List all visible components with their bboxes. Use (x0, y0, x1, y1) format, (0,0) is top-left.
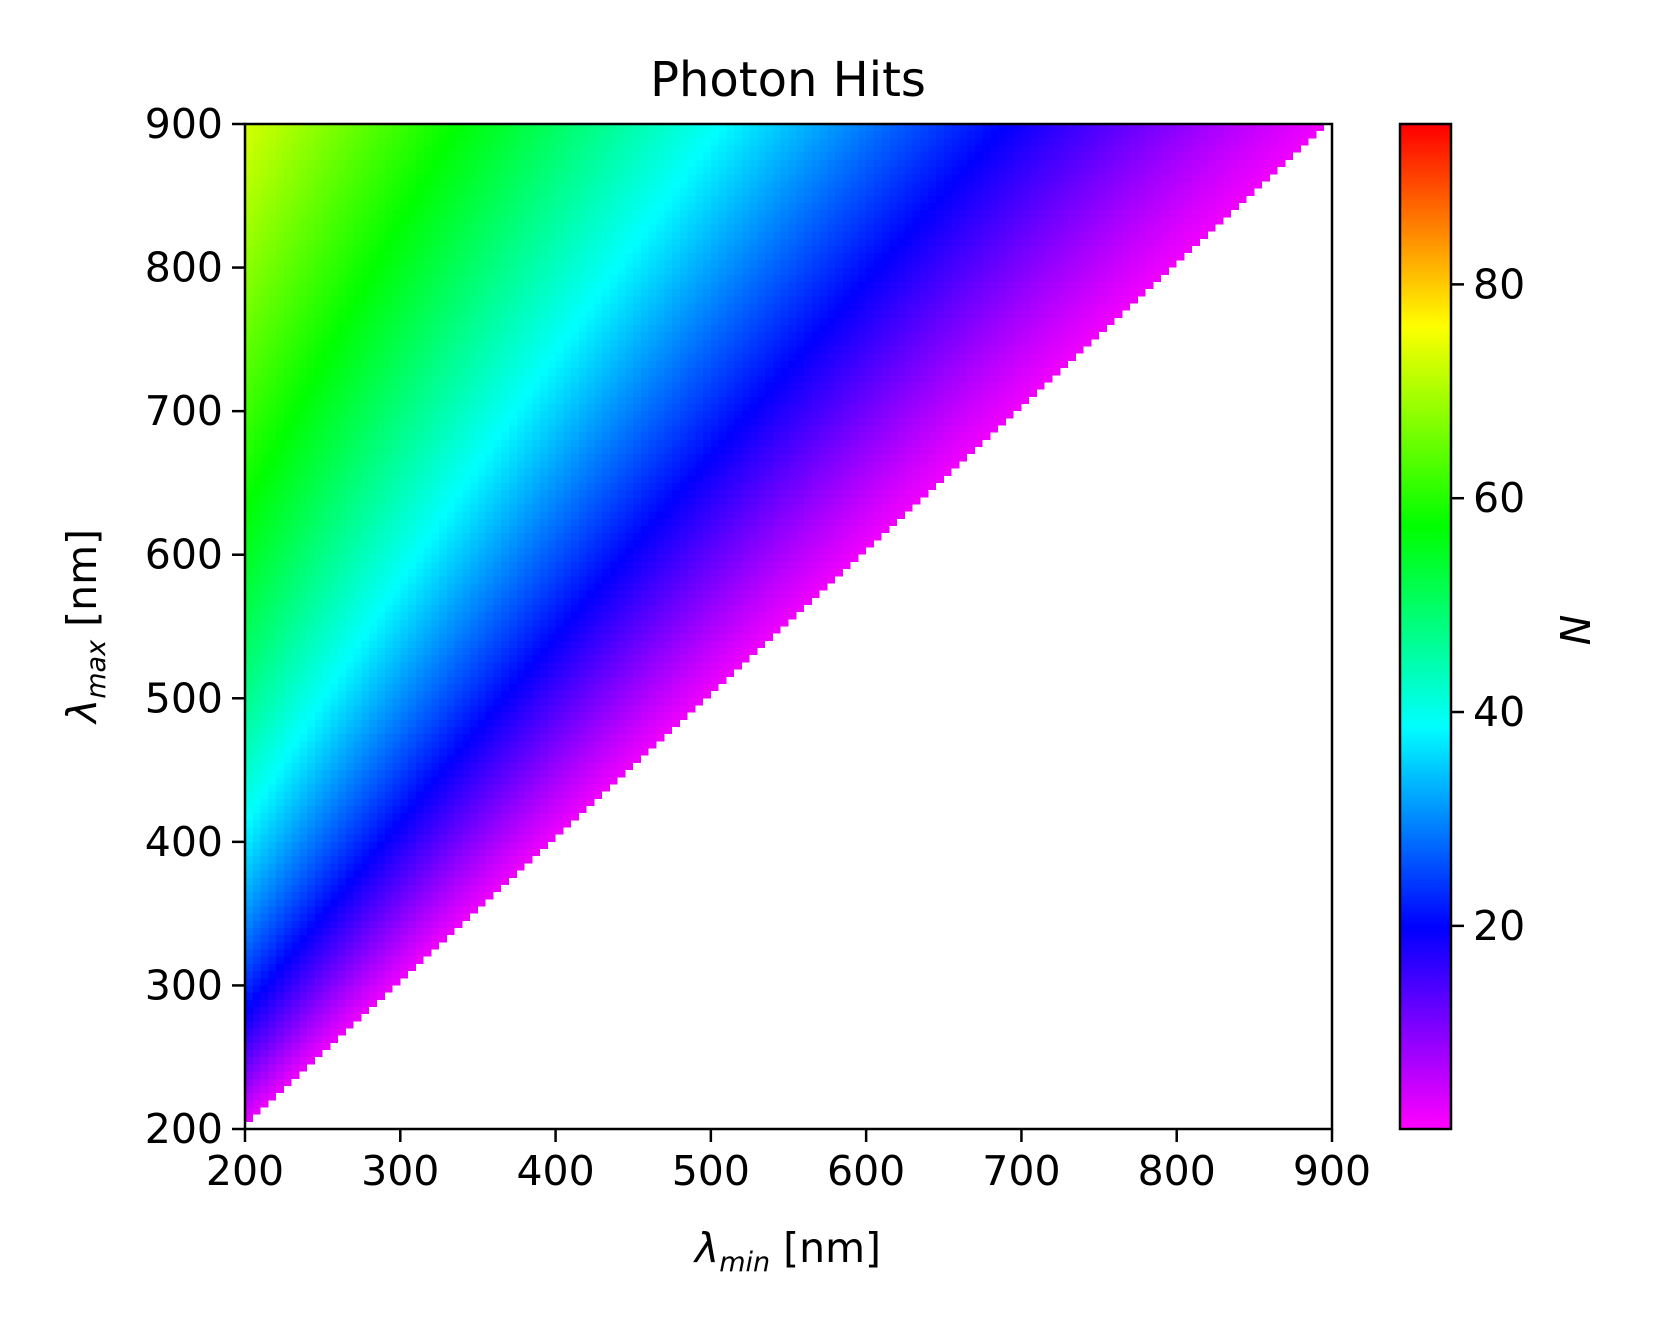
x-tick-label: 300 (361, 1147, 439, 1195)
x-tick-label: 400 (516, 1147, 594, 1195)
x-axis-label-symbol: λ (693, 1224, 719, 1272)
chart-title: Photon Hits (650, 52, 926, 108)
y-axis-label: λmax [nm] (58, 529, 112, 725)
y-axis-label-subscript: max (81, 639, 112, 699)
x-axis-label-subscript: min (719, 1247, 770, 1278)
colorbar-gradient (1400, 124, 1451, 1129)
x-tick-label: 900 (1293, 1147, 1371, 1195)
colorbar-tick-label: 60 (1473, 474, 1525, 522)
x-axis-label-unit: [nm] (770, 1224, 881, 1272)
colorbar-tick-label: 80 (1473, 260, 1525, 308)
x-axis-ticks: 200 300 400 500 600 700 800 900 (206, 1129, 1371, 1195)
x-tick-label: 200 (206, 1147, 284, 1195)
colorbar-tick-label: 20 (1473, 902, 1525, 950)
colorbar-frame (1398, 122, 1453, 1131)
y-axis-ticks: 200 300 400 500 600 700 800 900 (145, 100, 245, 1153)
plot-frame (243, 122, 1334, 1131)
x-axis-label: λmin [nm] (693, 1224, 881, 1278)
x-tick-label: 700 (982, 1147, 1060, 1195)
y-tick-label: 700 (145, 387, 223, 435)
y-tick-label: 500 (145, 674, 223, 722)
y-tick-label: 200 (145, 1105, 223, 1153)
y-axis-label-symbol: λ (58, 699, 106, 725)
y-tick-label: 300 (145, 961, 223, 1009)
y-axis-label-unit: [nm] (58, 529, 106, 640)
heatmap-image (245, 124, 1332, 1129)
y-tick-label: 600 (145, 531, 223, 579)
x-tick-label: 800 (1138, 1147, 1216, 1195)
y-tick-label: 800 (145, 244, 223, 292)
colorbar-ticks: 20 40 60 80 (1451, 260, 1525, 950)
colorbar-label: N (1550, 615, 1598, 646)
y-tick-label: 400 (145, 818, 223, 866)
colorbar-tick-label: 40 (1473, 688, 1525, 736)
y-tick-label: 900 (145, 100, 223, 148)
x-tick-label: 500 (672, 1147, 750, 1195)
x-tick-label: 600 (827, 1147, 905, 1195)
